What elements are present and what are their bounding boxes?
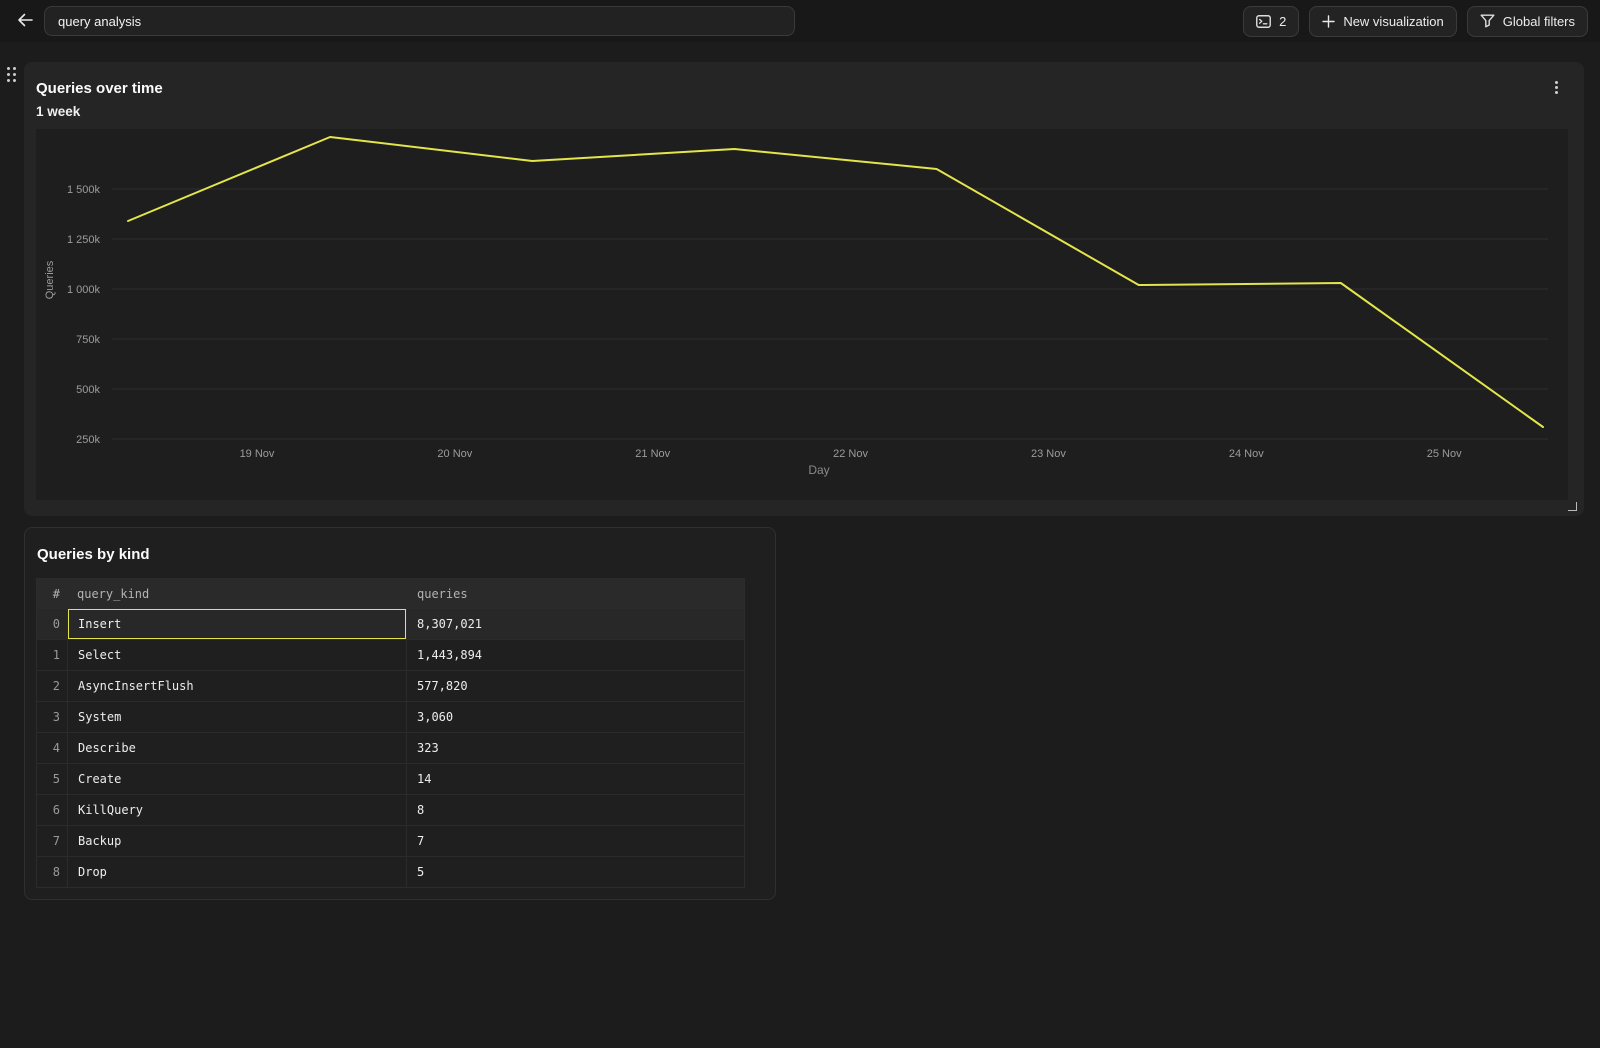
column-header-index[interactable]: #	[37, 579, 67, 608]
panel-drag-handle-icon[interactable]	[7, 67, 16, 82]
table-header: # query_kind queries	[37, 579, 744, 608]
queries-by-kind-table: # query_kind queries 0 Insert 8,307,021 1 Se…	[36, 578, 745, 888]
svg-text:22 Nov: 22 Nov	[833, 448, 868, 460]
new-visualization-button[interactable]: New visualization	[1309, 5, 1457, 37]
back-arrow-icon	[15, 10, 35, 33]
queries-cell[interactable]: 14	[407, 763, 744, 794]
query-kind-cell[interactable]: System	[67, 701, 407, 732]
query-kind-cell[interactable]: Backup	[67, 825, 407, 856]
row-index-cell: 4	[37, 732, 67, 763]
table-body: 0 Insert 8,307,021 1 Select 1,443,894 2 AsyncIn…	[37, 608, 744, 887]
svg-text:19 Nov: 19 Nov	[240, 448, 275, 460]
queries-cell[interactable]: 323	[407, 732, 744, 763]
query-kind-cell[interactable]: Describe	[67, 732, 407, 763]
svg-text:250k: 250k	[76, 434, 100, 446]
table-row: 8 Drop 5	[37, 856, 744, 887]
row-index-cell: 5	[37, 763, 67, 794]
panel-resize-handle[interactable]	[1568, 502, 1577, 511]
svg-text:500k: 500k	[76, 384, 100, 396]
table-row: 5 Create 14	[37, 763, 744, 794]
table-row: 4 Describe 323	[37, 732, 744, 763]
console-window-icon	[1256, 14, 1272, 28]
top-bar: 2 New visualization Global filters	[0, 0, 1600, 42]
table-row: 1 Select 1,443,894	[37, 639, 744, 670]
row-index-cell: 0	[37, 608, 67, 639]
svg-text:Day: Day	[808, 463, 829, 477]
query-kind-cell[interactable]: AsyncInsertFlush	[67, 670, 407, 701]
table-panel-title: Queries by kind	[37, 546, 150, 563]
chart-panel-subtitle: 1 week	[36, 104, 81, 119]
column-header-query-kind[interactable]: query_kind	[67, 579, 407, 608]
query-kind-cell[interactable]: Select	[67, 639, 407, 670]
panel-menu-button[interactable]	[1548, 78, 1564, 96]
row-index-cell: 3	[37, 701, 67, 732]
filter-funnel-icon	[1480, 14, 1495, 28]
back-button[interactable]	[12, 8, 38, 34]
row-index-cell: 1	[37, 639, 67, 670]
table-row: 0 Insert 8,307,021	[37, 608, 744, 639]
query-kind-cell[interactable]: Insert	[67, 608, 407, 639]
query-kind-cell[interactable]: Drop	[67, 856, 407, 887]
new-visualization-label: New visualization	[1343, 13, 1444, 29]
global-filters-label: Global filters	[1502, 13, 1575, 29]
top-bar-actions: 2 New visualization Global filters	[1243, 5, 1588, 37]
table-row: 7 Backup 7	[37, 825, 744, 856]
query-kind-cell[interactable]: Create	[67, 763, 407, 794]
row-index-cell: 7	[37, 825, 67, 856]
row-index-cell: 6	[37, 794, 67, 825]
global-filters-button[interactable]: Global filters	[1466, 5, 1588, 37]
queries-cell[interactable]: 3,060	[407, 701, 744, 732]
queries-by-kind-panel: Queries by kind # query_kind queries 0 In…	[24, 527, 776, 900]
kebab-icon	[1554, 80, 1558, 84]
svg-text:21 Nov: 21 Nov	[635, 448, 670, 460]
row-index-cell: 8	[37, 856, 67, 887]
queries-cell[interactable]: 8,307,021	[407, 608, 744, 639]
svg-text:20 Nov: 20 Nov	[437, 448, 472, 460]
queries-over-time-panel: Queries over time 1 week 1 500k 1 250k 1 0…	[24, 62, 1584, 516]
svg-text:Queries: Queries	[44, 260, 56, 299]
chart-panel-title: Queries over time	[36, 80, 163, 97]
console-queries-count: 2	[1279, 13, 1287, 29]
table-row: 2 AsyncInsertFlush 577,820	[37, 670, 744, 701]
row-index-cell: 2	[37, 670, 67, 701]
queries-cell[interactable]: 8	[407, 794, 744, 825]
console-queries-button[interactable]: 2	[1243, 5, 1300, 37]
plus-icon	[1322, 14, 1336, 28]
queries-cell[interactable]: 7	[407, 825, 744, 856]
query-kind-cell[interactable]: KillQuery	[67, 794, 407, 825]
svg-text:1 250k: 1 250k	[67, 234, 101, 246]
svg-text:750k: 750k	[76, 334, 100, 346]
column-header-queries[interactable]: queries	[407, 579, 744, 608]
table-row: 6 KillQuery 8	[37, 794, 744, 825]
queries-cell[interactable]: 1,443,894	[407, 639, 744, 670]
svg-text:23 Nov: 23 Nov	[1031, 448, 1066, 460]
svg-text:25 Nov: 25 Nov	[1427, 448, 1462, 460]
queries-cell[interactable]: 577,820	[407, 670, 744, 701]
table-row: 3 System 3,060	[37, 701, 744, 732]
dashboard-title-input[interactable]	[44, 6, 795, 36]
queries-cell[interactable]: 5	[407, 856, 744, 887]
queries-over-time-chart: 1 500k 1 250k 1 000k 750k 500k 250k 19 Nov 20 N…	[44, 136, 1548, 477]
svg-text:24 Nov: 24 Nov	[1229, 448, 1264, 460]
svg-text:1 500k: 1 500k	[67, 184, 101, 196]
line-chart-plot-area[interactable]: 1 500k 1 250k 1 000k 750k 500k 250k 19 Nov 20 N…	[36, 129, 1568, 500]
svg-text:1 000k: 1 000k	[67, 284, 101, 296]
